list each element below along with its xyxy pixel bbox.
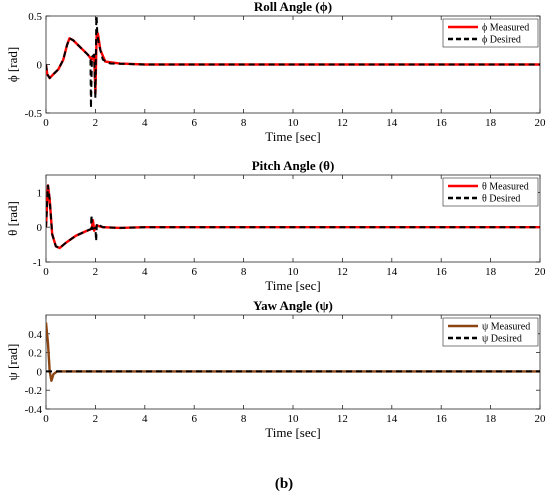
x-tick-label: 12 bbox=[337, 117, 348, 129]
x-tick-label: 16 bbox=[436, 117, 448, 129]
x-tick-label: 14 bbox=[386, 266, 398, 278]
x-tick-label: 2 bbox=[93, 413, 99, 425]
legend-box bbox=[442, 317, 539, 347]
x-tick-label: 18 bbox=[485, 117, 497, 129]
legend-label: ϕ Measured bbox=[482, 23, 529, 34]
x-tick-label: 6 bbox=[191, 117, 197, 129]
x-tick-label: 0 bbox=[43, 117, 49, 129]
chart-title: Roll Angle (ϕ) bbox=[254, 0, 332, 14]
y-tick-label: 0 bbox=[37, 222, 43, 234]
y-tick-label: -0.5 bbox=[25, 108, 43, 120]
panel-1: Pitch Angle (θ)0 2 4 6 8 10 12 14 16 18 20-101Time… bbox=[5, 158, 546, 293]
x-tick-label: 10 bbox=[288, 117, 300, 129]
series-line-1 bbox=[46, 184, 540, 250]
x-tick-label: 0 bbox=[43, 266, 49, 278]
y-tick-label: 0.2 bbox=[28, 348, 42, 360]
x-tick-label: 14 bbox=[386, 117, 398, 129]
y-tick-label: 0 bbox=[37, 60, 43, 72]
y-tick-label: -0.2 bbox=[25, 385, 42, 397]
x-tick-label: 14 bbox=[386, 413, 398, 425]
x-axis-label: Time [sec] bbox=[265, 425, 321, 440]
x-tick-label: 0 bbox=[43, 413, 49, 425]
x-tick-label: 8 bbox=[241, 413, 247, 425]
x-tick-label: 2 bbox=[93, 266, 99, 278]
y-tick-label: -1 bbox=[33, 257, 42, 269]
y-axis-label: θ [rad] bbox=[5, 201, 20, 236]
x-tick-label: 18 bbox=[485, 413, 497, 425]
x-tick-label: 20 bbox=[535, 266, 547, 278]
x-tick-label: 20 bbox=[535, 117, 547, 129]
x-tick-label: 16 bbox=[436, 266, 448, 278]
x-tick-label: 2 bbox=[93, 117, 99, 129]
legend-box bbox=[442, 177, 539, 207]
x-tick-label: 4 bbox=[142, 117, 148, 129]
legend-label: ϕ Desired bbox=[482, 35, 521, 46]
x-tick-label: 4 bbox=[142, 413, 148, 425]
y-tick-label: 1 bbox=[37, 187, 43, 199]
legend-label: ψ Desired bbox=[482, 334, 522, 345]
panel-0: Roll Angle (ϕ)0 2 4 6 8 10 12 14 16 18 20-0.500.5T… bbox=[5, 0, 546, 144]
y-axis-label: ϕ [rad] bbox=[5, 47, 20, 82]
x-tick-label: 6 bbox=[191, 413, 197, 425]
x-tick-label: 10 bbox=[288, 266, 300, 278]
x-tick-label: 18 bbox=[485, 266, 497, 278]
x-tick-label: 12 bbox=[337, 266, 348, 278]
y-tick-label: 0.4 bbox=[28, 329, 42, 341]
series-line-1 bbox=[46, 16, 540, 110]
x-tick-label: 12 bbox=[337, 413, 348, 425]
legend-label: θ Measured bbox=[482, 182, 529, 193]
legend-box bbox=[442, 18, 539, 48]
legend-label: θ Desired bbox=[482, 194, 520, 205]
x-tick-label: 8 bbox=[241, 266, 247, 278]
x-axis-label: Time [sec] bbox=[265, 129, 321, 144]
series-line-0 bbox=[46, 184, 540, 250]
y-tick-label: 0 bbox=[37, 366, 43, 378]
x-tick-label: 4 bbox=[142, 266, 148, 278]
x-axis-label: Time [sec] bbox=[265, 278, 321, 293]
y-tick-label: -0.4 bbox=[25, 404, 43, 416]
x-tick-label: 16 bbox=[436, 413, 448, 425]
x-tick-label: 8 bbox=[241, 117, 247, 129]
chart-title: Pitch Angle (θ) bbox=[252, 158, 335, 173]
panel-2: Yaw Angle (ψ) 0 2 4 6 8 10 12 14 16 18 20 -0.4 -0.2 0 0… bbox=[5, 298, 546, 440]
chart-title: Yaw Angle (ψ) bbox=[253, 298, 333, 313]
legend-label: ψ Measured bbox=[482, 322, 530, 333]
y-axis-label: ψ [rad] bbox=[5, 344, 20, 381]
x-tick-label: 20 bbox=[535, 413, 547, 425]
x-tick-label: 6 bbox=[191, 266, 197, 278]
x-tick-label: 10 bbox=[288, 413, 300, 425]
y-tick-label: 0.5 bbox=[28, 11, 42, 23]
figure-caption: (b) bbox=[275, 476, 293, 492]
